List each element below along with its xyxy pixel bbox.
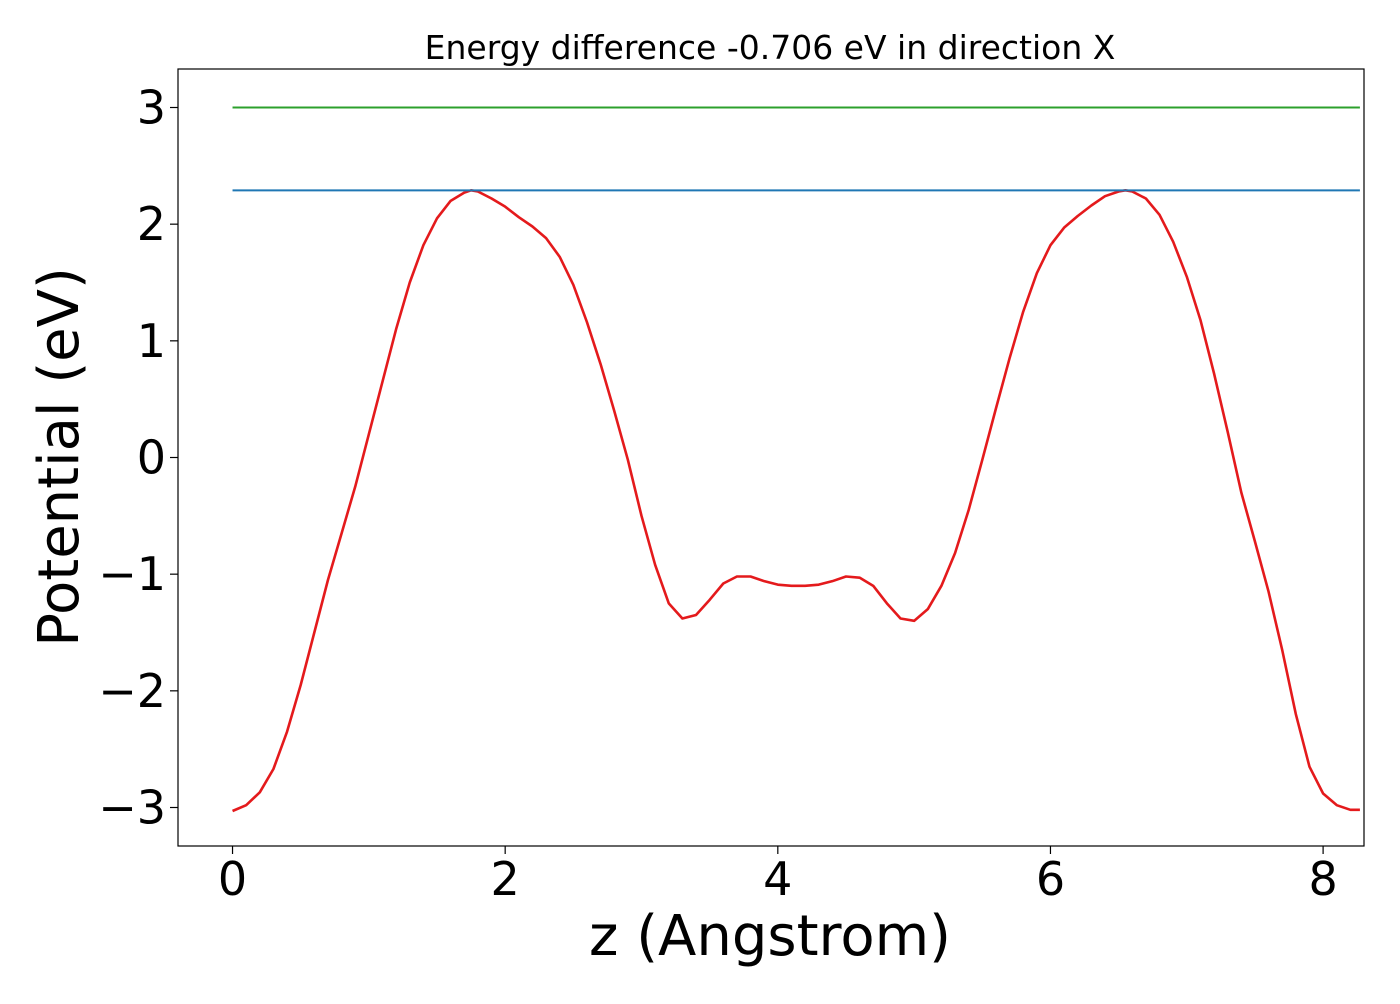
plot-area-frame bbox=[177, 68, 1365, 847]
y-axis: 3 2 1 0 −1 −2 −3 bbox=[98, 81, 178, 835]
y-tick-label: 0 bbox=[137, 431, 166, 485]
y-axis-label: Potential (eV) bbox=[27, 267, 92, 647]
x-axis-label: z (Angstrom) bbox=[589, 904, 951, 969]
y-tick-label: 2 bbox=[137, 197, 166, 251]
x-tick-label: 4 bbox=[763, 852, 792, 906]
y-tick-label: −2 bbox=[98, 664, 166, 718]
x-tick-label: 2 bbox=[491, 852, 520, 906]
x-tick-label: 6 bbox=[1036, 852, 1065, 906]
y-tick-label: 3 bbox=[137, 81, 166, 135]
y-tick-label: −3 bbox=[98, 781, 166, 835]
y-tick-label: −1 bbox=[98, 547, 166, 601]
x-tick-label: 8 bbox=[1308, 852, 1337, 906]
x-axis: 0 2 4 6 8 bbox=[218, 846, 1338, 906]
x-tick-label: 0 bbox=[218, 852, 247, 906]
series-group bbox=[232, 106, 1360, 813]
chart-title: Energy difference -0.706 eV in direction… bbox=[425, 28, 1116, 67]
series-line-0 bbox=[232, 189, 1360, 813]
y-tick-label: 1 bbox=[137, 314, 166, 368]
